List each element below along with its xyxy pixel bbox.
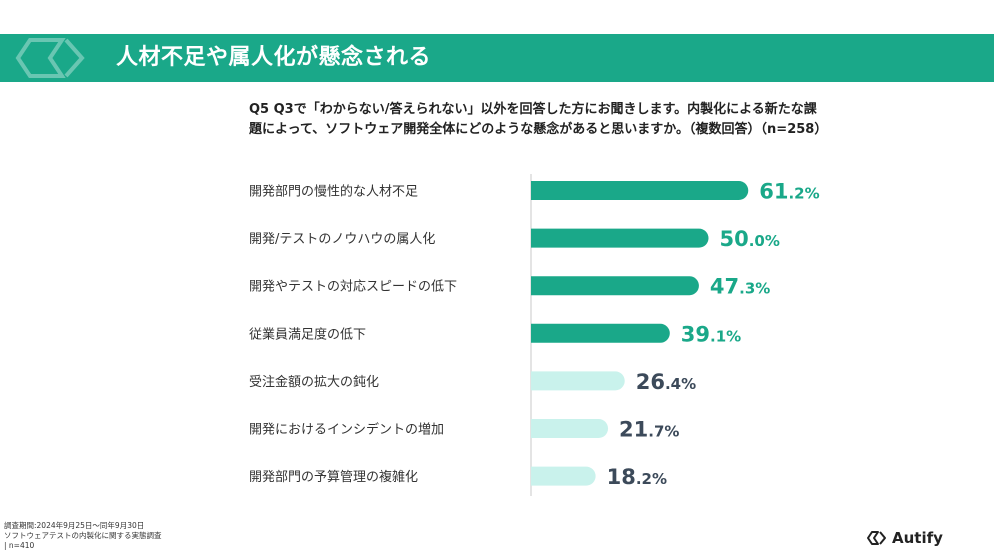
footer-survey-name: ソフトウェアテストの内製化に関する実態調査 — [4, 531, 162, 540]
footer-sample-size: | n=410 — [4, 541, 35, 550]
bar — [531, 181, 749, 200]
title-banner: 人材不足や属人化が懸念される — [0, 34, 994, 82]
bar — [531, 419, 609, 438]
bar — [531, 228, 709, 248]
value-label: 21.7% — [619, 418, 679, 442]
category-label: 受注金額の拡大の鈍化 — [249, 374, 379, 390]
category-label: 開発部門の慢性的な人材不足 — [249, 184, 418, 200]
value-label: 47.3% — [710, 275, 770, 299]
footer-period: 調査期間:2024年9月25日～同年9月30日 — [4, 521, 145, 530]
bar — [531, 323, 670, 343]
survey-question: Q5 Q3で「わからない/答えられない」以外を回答した方にお聞きします。内製化に… — [249, 102, 828, 137]
category-label: 開発/テストのノウハウの属人化 — [249, 232, 435, 247]
category-label: 開発やテストの対応スピードの低下 — [249, 280, 457, 295]
survey-footer: 調査期間:2024年9月25日～同年9月30日 ソフトウェアテストの内製化に関す… — [4, 521, 162, 551]
value-label: 18.2% — [607, 465, 667, 489]
banner-chevron-decoration — [15, 38, 85, 78]
category-label: 従業員満足度の低下 — [249, 326, 366, 342]
category-label: 開発部門の予算管理の複雑化 — [249, 469, 418, 485]
category-label: 開発におけるインシデントの増加 — [249, 422, 444, 438]
bar — [531, 276, 699, 296]
page-title: 人材不足や属人化が懸念される — [116, 45, 432, 70]
bar — [531, 371, 625, 391]
autify-logo-text: Autify — [892, 529, 943, 547]
value-label: 50.0% — [720, 227, 780, 251]
value-label: 26.4% — [636, 370, 696, 394]
value-label: 61.2% — [759, 180, 819, 204]
bar — [531, 466, 596, 486]
autify-logo: Autify — [866, 527, 943, 549]
value-label: 39.1% — [681, 322, 741, 346]
autify-logo-icon — [867, 531, 886, 545]
